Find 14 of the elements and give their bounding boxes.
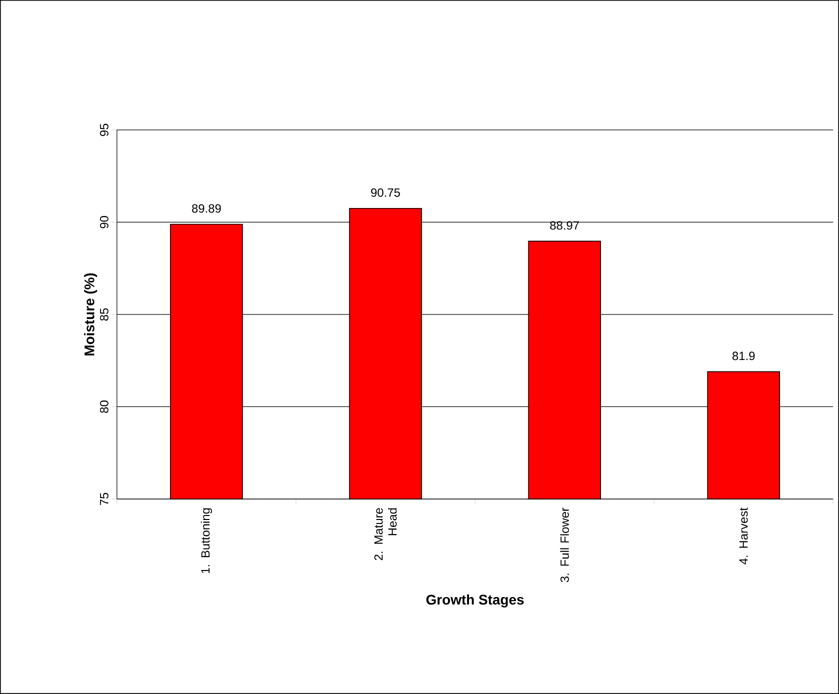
y-tick-label: 80 [100,400,108,413]
data-label: 90.75 [371,188,400,197]
y-tick-label: 85 [100,308,108,321]
x-tick-label: 3. Full Flower [560,508,569,582]
y-axis-title: Moisture (%) [84,273,98,356]
y-tick-label: 90 [100,216,108,228]
y-tick-label: 95 [100,124,108,136]
x-tick-label: 2. Mature Head [374,508,397,560]
y-tick-label: 75 [100,492,108,506]
x-tick-label: 1. Buttoning [200,508,212,574]
x-axis-title: Growth Stages [426,594,524,608]
data-label: 81.9 [732,352,755,360]
x-tick-label: 4. Harvest [739,508,748,564]
data-label: 89.89 [192,204,221,213]
